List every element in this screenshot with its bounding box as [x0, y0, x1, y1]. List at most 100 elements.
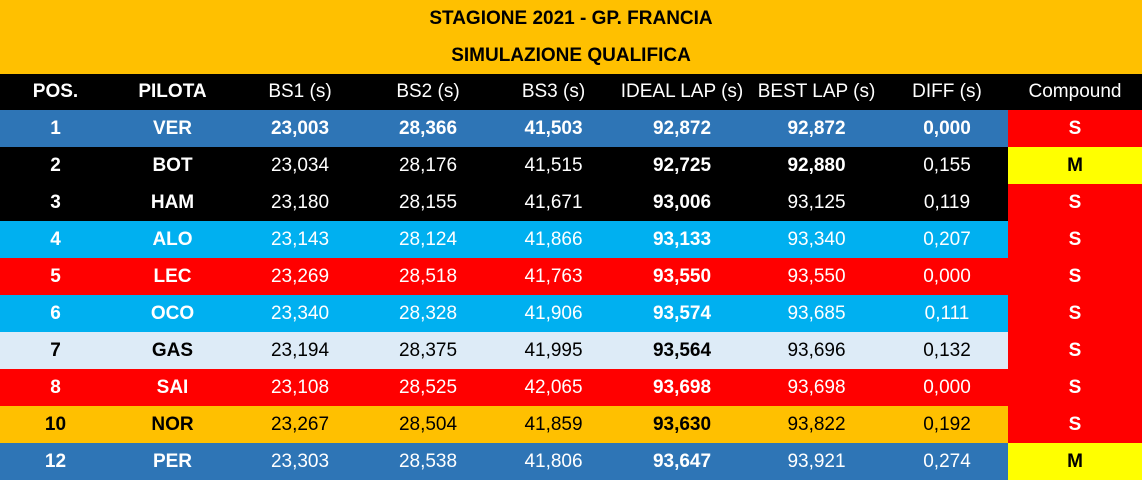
table-cell: 23,340	[234, 295, 366, 332]
table-cell: S	[1008, 369, 1142, 406]
table-cell: GAS	[111, 332, 234, 369]
table-cell: 23,267	[234, 406, 366, 443]
table-cell: 7	[0, 332, 111, 369]
table-cell: 93,685	[747, 295, 886, 332]
table-cell: ALO	[111, 221, 234, 258]
table-cell: 42,065	[490, 369, 617, 406]
table-cell: BOT	[111, 147, 234, 184]
table-cell: 23,194	[234, 332, 366, 369]
table-cell: 23,108	[234, 369, 366, 406]
table-cell: 5	[0, 258, 111, 295]
table-cell: 0,155	[886, 147, 1008, 184]
table-row: 8 SAI 23,108 28,525 42,065 93,698 93,698 0,000 S	[0, 369, 1142, 406]
header-cell: Compound	[1008, 74, 1142, 110]
table-cell: NOR	[111, 406, 234, 443]
table-cell: 3	[0, 184, 111, 221]
table-cell: 28,155	[366, 184, 490, 221]
table-cell: 0,111	[886, 295, 1008, 332]
table-cell: OCO	[111, 295, 234, 332]
table-row: 2 BOT 23,034 28,176 41,515 92,725 92,880 0,155 M	[0, 147, 1142, 184]
table-cell: 23,269	[234, 258, 366, 295]
table-cell: S	[1008, 110, 1142, 147]
table-cell: 41,503	[490, 110, 617, 147]
table-cell: 41,671	[490, 184, 617, 221]
table-cell: 28,504	[366, 406, 490, 443]
table-cell: 41,806	[490, 443, 617, 480]
table-cell: M	[1008, 443, 1142, 480]
table-cell: 23,034	[234, 147, 366, 184]
table-cell: 23,303	[234, 443, 366, 480]
table-cell: 93,647	[617, 443, 747, 480]
subtitle-line: SIMULAZIONE QUALIFICA	[0, 37, 1142, 74]
table-row: 12 PER 23,303 28,538 41,806 93,647 93,921 0,274…	[0, 443, 1142, 480]
table-cell: 10	[0, 406, 111, 443]
table-row: 6 OCO 23,340 28,328 41,906 93,574 93,685 0,111 S	[0, 295, 1142, 332]
table-cell: 28,538	[366, 443, 490, 480]
table-cell: 93,125	[747, 184, 886, 221]
table-cell: 92,880	[747, 147, 886, 184]
table-cell: 93,698	[617, 369, 747, 406]
table-cell: 93,550	[747, 258, 886, 295]
table-cell: 92,872	[617, 110, 747, 147]
table-cell: 8	[0, 369, 111, 406]
table-cell: 41,763	[490, 258, 617, 295]
table-cell: S	[1008, 184, 1142, 221]
table-row: 10 NOR 23,267 28,504 41,859 93,630 93,822 0,192…	[0, 406, 1142, 443]
table-cell: 6	[0, 295, 111, 332]
table-cell: LEC	[111, 258, 234, 295]
table-row: 1 VER 23,003 28,366 41,503 92,872 92,872 0,000 S	[0, 110, 1142, 147]
table-cell: 0,207	[886, 221, 1008, 258]
table-cell: 41,995	[490, 332, 617, 369]
table-cell: S	[1008, 221, 1142, 258]
table-cell: PER	[111, 443, 234, 480]
table-cell: 0,192	[886, 406, 1008, 443]
table-row: 4 ALO 23,143 28,124 41,866 93,133 93,340 0,207 S	[0, 221, 1142, 258]
table-cell: M	[1008, 147, 1142, 184]
table-cell: HAM	[111, 184, 234, 221]
table-cell: 0,274	[886, 443, 1008, 480]
table-cell: 93,574	[617, 295, 747, 332]
table-cell: 28,176	[366, 147, 490, 184]
table-cell: 92,872	[747, 110, 886, 147]
table-cell: S	[1008, 295, 1142, 332]
table-cell: 93,630	[617, 406, 747, 443]
table-cell: 1	[0, 110, 111, 147]
title-line: STAGIONE 2021 - GP. FRANCIA	[0, 0, 1142, 37]
table-cell: 23,180	[234, 184, 366, 221]
table-row: 3 HAM 23,180 28,155 41,671 93,006 93,125 0,119 S	[0, 184, 1142, 221]
header-cell: BS2 (s)	[366, 74, 490, 110]
table-cell: 93,921	[747, 443, 886, 480]
header-cell: BEST LAP (s)	[747, 74, 886, 110]
table-cell: 28,366	[366, 110, 490, 147]
header-cell: IDEAL LAP (s)	[617, 74, 747, 110]
table-row: 5 LEC 23,269 28,518 41,763 93,550 93,550 0,000 S	[0, 258, 1142, 295]
header-cell: PILOTA	[111, 74, 234, 110]
table-cell: 93,698	[747, 369, 886, 406]
table-cell: S	[1008, 406, 1142, 443]
table-cell: 2	[0, 147, 111, 184]
table-cell: 28,328	[366, 295, 490, 332]
table-cell: 0,000	[886, 110, 1008, 147]
table-cell: 0,119	[886, 184, 1008, 221]
table-cell: 28,518	[366, 258, 490, 295]
table-cell: 41,859	[490, 406, 617, 443]
table-cell: 41,515	[490, 147, 617, 184]
header-cell: BS1 (s)	[234, 74, 366, 110]
table-cell: 12	[0, 443, 111, 480]
table-cell: 93,006	[617, 184, 747, 221]
table-cell: 93,564	[617, 332, 747, 369]
table-cell: 28,375	[366, 332, 490, 369]
table-cell: 92,725	[617, 147, 747, 184]
table-cell: 93,822	[747, 406, 886, 443]
table-body: 1 VER 23,003 28,366 41,503 92,872 92,872 0,000 S…	[0, 110, 1142, 480]
table-cell: 0,000	[886, 258, 1008, 295]
results-table: POS. PILOTA BS1 (s) BS2 (s) BS3 (s) IDEAL LAP…	[0, 74, 1142, 480]
table-cell: 93,133	[617, 221, 747, 258]
table-cell: 41,906	[490, 295, 617, 332]
table-cell: S	[1008, 332, 1142, 369]
header-cell: POS.	[0, 74, 111, 110]
table-cell: 93,696	[747, 332, 886, 369]
table-row: 7 GAS 23,194 28,375 41,995 93,564 93,696 0,132 S	[0, 332, 1142, 369]
